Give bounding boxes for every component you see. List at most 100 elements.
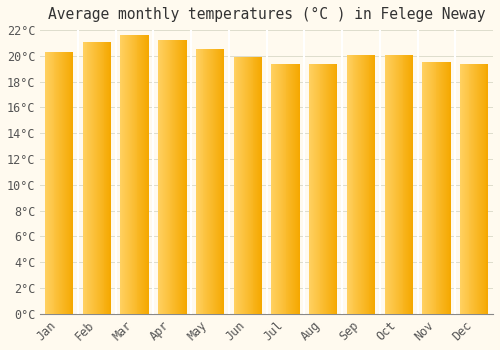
Bar	[363, 55, 364, 314]
Bar	[466, 64, 468, 314]
Bar	[318, 64, 320, 314]
Bar	[486, 64, 488, 314]
Bar	[198, 49, 199, 314]
Bar	[106, 42, 108, 314]
Bar	[108, 42, 109, 314]
Bar	[104, 42, 106, 314]
Bar	[128, 35, 129, 314]
Bar	[110, 42, 111, 314]
Bar	[199, 49, 200, 314]
Bar	[158, 40, 159, 314]
Bar	[348, 55, 350, 314]
Bar	[448, 62, 450, 314]
Bar	[447, 62, 448, 314]
Bar	[276, 64, 277, 314]
Bar	[136, 35, 138, 314]
Bar	[398, 55, 400, 314]
Bar	[480, 64, 481, 314]
Bar	[163, 40, 164, 314]
Bar	[440, 62, 441, 314]
Bar	[476, 64, 477, 314]
Bar	[126, 35, 127, 314]
Bar	[441, 62, 442, 314]
Bar	[166, 40, 168, 314]
Bar	[141, 35, 142, 314]
Bar	[292, 64, 293, 314]
Bar	[88, 42, 90, 314]
Bar	[165, 40, 166, 314]
Bar	[249, 57, 250, 314]
Bar	[124, 35, 125, 314]
Bar	[434, 62, 436, 314]
Bar	[391, 55, 392, 314]
Bar	[386, 55, 388, 314]
Bar	[242, 57, 243, 314]
Bar	[465, 64, 466, 314]
Bar	[407, 55, 408, 314]
Bar	[54, 52, 56, 314]
Bar	[309, 64, 310, 314]
Bar	[315, 64, 316, 314]
Bar	[293, 64, 294, 314]
Bar	[208, 49, 209, 314]
Bar	[410, 55, 411, 314]
Bar	[213, 49, 214, 314]
Bar	[68, 52, 70, 314]
Bar	[464, 64, 465, 314]
Bar	[394, 55, 395, 314]
Bar	[347, 55, 348, 314]
Bar	[362, 55, 363, 314]
Bar	[65, 52, 66, 314]
Bar	[52, 52, 54, 314]
Bar	[352, 55, 354, 314]
Bar	[161, 40, 162, 314]
Bar	[46, 52, 47, 314]
Bar	[322, 64, 324, 314]
Bar	[446, 62, 447, 314]
Bar	[200, 49, 202, 314]
Bar	[474, 64, 475, 314]
Bar	[83, 42, 84, 314]
Bar	[72, 52, 74, 314]
Bar	[278, 64, 279, 314]
Bar	[409, 55, 410, 314]
Bar	[311, 64, 312, 314]
Bar	[47, 52, 48, 314]
Bar	[443, 62, 444, 314]
Bar	[468, 64, 469, 314]
Bar	[357, 55, 358, 314]
Bar	[250, 57, 252, 314]
Bar	[245, 57, 246, 314]
Bar	[277, 64, 278, 314]
Bar	[288, 64, 290, 314]
Bar	[312, 64, 313, 314]
Bar	[350, 55, 352, 314]
Bar	[316, 64, 318, 314]
Bar	[147, 35, 148, 314]
Bar	[148, 35, 149, 314]
Bar	[274, 64, 275, 314]
Bar	[64, 52, 65, 314]
Bar	[364, 55, 365, 314]
Bar	[234, 57, 236, 314]
Bar	[180, 40, 181, 314]
Bar	[178, 40, 179, 314]
Bar	[206, 49, 208, 314]
Bar	[368, 55, 370, 314]
Bar	[438, 62, 440, 314]
Bar	[425, 62, 426, 314]
Bar	[240, 57, 241, 314]
Bar	[127, 35, 128, 314]
Bar	[461, 64, 462, 314]
Bar	[370, 55, 372, 314]
Bar	[326, 64, 327, 314]
Bar	[109, 42, 110, 314]
Bar	[361, 55, 362, 314]
Bar	[50, 52, 51, 314]
Bar	[160, 40, 161, 314]
Bar	[174, 40, 175, 314]
Bar	[259, 57, 260, 314]
Bar	[238, 57, 240, 314]
Bar	[412, 55, 413, 314]
Bar	[395, 55, 396, 314]
